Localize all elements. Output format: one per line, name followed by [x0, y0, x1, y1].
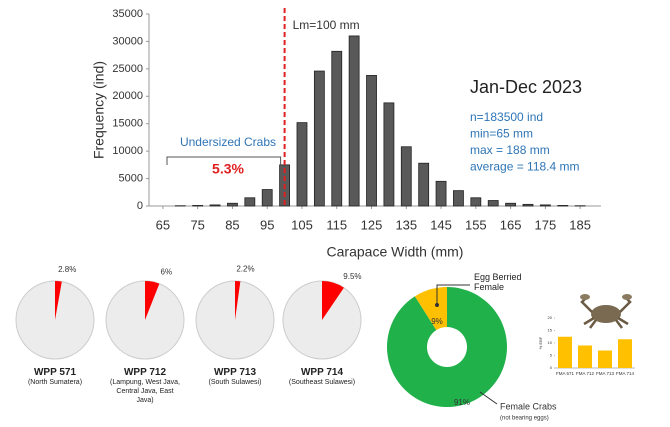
- category-text: Egg Berried Female: [474, 272, 544, 292]
- lm-label: Lm=100 mm: [293, 18, 360, 32]
- callout-dot: [435, 303, 439, 307]
- value-label: 2.8%: [58, 265, 76, 274]
- x-tick-label: 125: [361, 217, 383, 232]
- pie-caption: WPP 713(South Sulawesi): [191, 367, 279, 417]
- undersized-share: 5.3%: [212, 161, 244, 177]
- bar: [540, 205, 550, 206]
- y-tick-label: 20: [548, 315, 553, 320]
- stat: average = 118.4 mm: [470, 160, 580, 174]
- bar: [471, 198, 481, 206]
- x-tick-label: 155: [465, 217, 487, 232]
- infographic: 0 5000 10000 15000 20000 25000 30000 35000 65 75 8…: [0, 0, 670, 427]
- crab-claw: [580, 294, 590, 300]
- x-tick-label: FMA 714: [616, 371, 635, 376]
- category-label: Female Crabs: [500, 401, 557, 411]
- y-tick-label: 15000: [112, 118, 143, 130]
- bar: [245, 198, 255, 206]
- x-tick-label: FMA 571: [556, 371, 575, 376]
- pie-subtitle: (North Sumatera): [11, 378, 99, 387]
- x-tick-label: 95: [260, 217, 274, 232]
- y-tick-label: 25000: [112, 63, 143, 75]
- period: Jan-Dec 2023: [470, 77, 582, 97]
- y-tick-label: 20000: [112, 90, 143, 102]
- category-label: Egg Berried Female: [474, 272, 544, 298]
- pie-subtitle: (Lampung, West Java, Central Java, East …: [101, 378, 189, 405]
- bar: [367, 75, 377, 206]
- y-tick-label: 5000: [119, 172, 143, 184]
- category-note: (not bearing eggs): [500, 416, 549, 422]
- bar: [419, 163, 429, 206]
- pie-title: WPP 571: [11, 367, 99, 378]
- callout: [480, 392, 497, 404]
- y-tick-label: 0: [137, 200, 143, 212]
- value-label: 2.2%: [236, 265, 254, 274]
- bar: [297, 123, 307, 206]
- stat: max = 188 mm: [470, 143, 550, 157]
- x-tick-label: 85: [225, 217, 239, 232]
- bar: [523, 204, 533, 206]
- x-tick-label: 145: [430, 217, 452, 232]
- y-tick-label: 5: [550, 353, 553, 358]
- bar: [506, 203, 516, 206]
- pie-subtitle: (South Sulawesi): [191, 378, 279, 387]
- pie-title: WPP 713: [191, 367, 279, 378]
- x-tick-label: FMA 713: [596, 371, 615, 376]
- x-axis-label: Carapace Width (mm): [327, 244, 464, 260]
- value-label: 6%: [161, 267, 173, 276]
- y-tick-label: 0: [550, 365, 553, 370]
- y-tick-label: 35000: [112, 8, 143, 20]
- bar: [262, 190, 272, 206]
- pie-title: WPP 712: [101, 367, 189, 378]
- y-axis-label: % EBF: [538, 336, 543, 349]
- x-tick-label: 65: [156, 217, 170, 232]
- x-tick-label: 105: [291, 217, 313, 232]
- donut-slice: [387, 287, 507, 407]
- bar: [578, 346, 592, 369]
- bar: [384, 103, 394, 206]
- pie-subtitle: (Southeast Sulawesi): [278, 378, 366, 387]
- bar: [598, 351, 612, 369]
- stat: n=183500 ind: [470, 110, 543, 124]
- bar: [332, 51, 342, 206]
- value-label: 9.5%: [343, 272, 361, 281]
- bar: [210, 205, 220, 206]
- bar: [314, 71, 324, 206]
- pie-caption: WPP 714(Southeast Sulawesi): [278, 367, 366, 417]
- bar: [349, 36, 359, 206]
- bar: [193, 205, 203, 206]
- bar: [453, 191, 463, 206]
- crab-claw: [622, 294, 632, 300]
- bar: [227, 203, 237, 206]
- undersized-label: Undersized Crabs: [180, 135, 276, 149]
- x-tick-label: 135: [395, 217, 417, 232]
- x-tick-label: 165: [500, 217, 522, 232]
- bar: [558, 205, 568, 206]
- x-tick-label: 75: [190, 217, 204, 232]
- y-tick-label: 30000: [112, 35, 143, 47]
- stat: min=65 mm: [470, 127, 533, 141]
- x-tick-label: FMA 712: [576, 371, 595, 376]
- x-tick-label: 185: [569, 217, 591, 232]
- bar: [401, 147, 411, 206]
- bar: [436, 181, 446, 206]
- crab-illustration: [580, 294, 632, 328]
- bar: [558, 337, 572, 368]
- bar: [618, 339, 632, 368]
- value-label: 9%: [431, 317, 443, 326]
- y-axis-label: Frequency (ind): [91, 61, 107, 159]
- y-tick-label: 15: [548, 328, 553, 333]
- pie-caption: WPP 712(Lampung, West Java, Central Java…: [101, 367, 189, 417]
- x-tick-label: 115: [326, 217, 347, 232]
- bar: [488, 201, 498, 206]
- pie-title: WPP 714: [278, 367, 366, 378]
- x-tick-label: 175: [535, 217, 557, 232]
- pie-caption: WPP 571(North Sumatera): [11, 367, 99, 417]
- y-tick-label: 10: [548, 340, 553, 345]
- value-label: 91%: [454, 398, 470, 407]
- y-tick-label: 10000: [112, 145, 143, 157]
